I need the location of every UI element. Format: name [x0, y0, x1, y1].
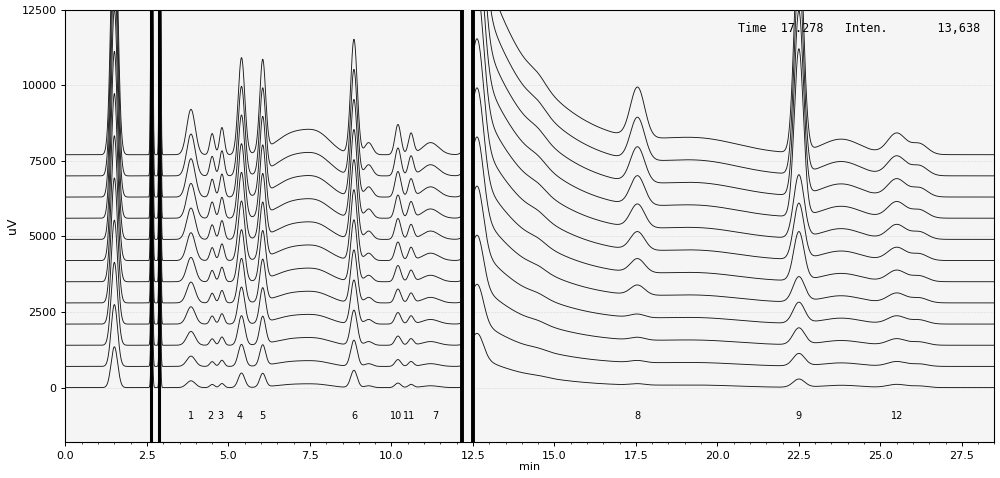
Y-axis label: uV: uV [6, 217, 19, 234]
Bar [462, 0, 473, 478]
Text: 8: 8 [634, 412, 641, 421]
Text: 9: 9 [796, 412, 802, 421]
Text: 6: 6 [351, 412, 357, 421]
X-axis label: min: min [519, 462, 541, 472]
Text: 5: 5 [260, 412, 266, 421]
Text: 4: 4 [237, 412, 243, 421]
Text: Time  17.278   Inten.       13,638: Time 17.278 Inten. 13,638 [738, 22, 981, 35]
Text: 2: 2 [207, 412, 214, 421]
Text: 11: 11 [403, 412, 415, 421]
Text: 1: 1 [188, 412, 194, 421]
Text: 3: 3 [217, 412, 223, 421]
Text: 12: 12 [890, 412, 903, 421]
Text: 10: 10 [390, 412, 402, 421]
Text: 7: 7 [432, 412, 439, 421]
